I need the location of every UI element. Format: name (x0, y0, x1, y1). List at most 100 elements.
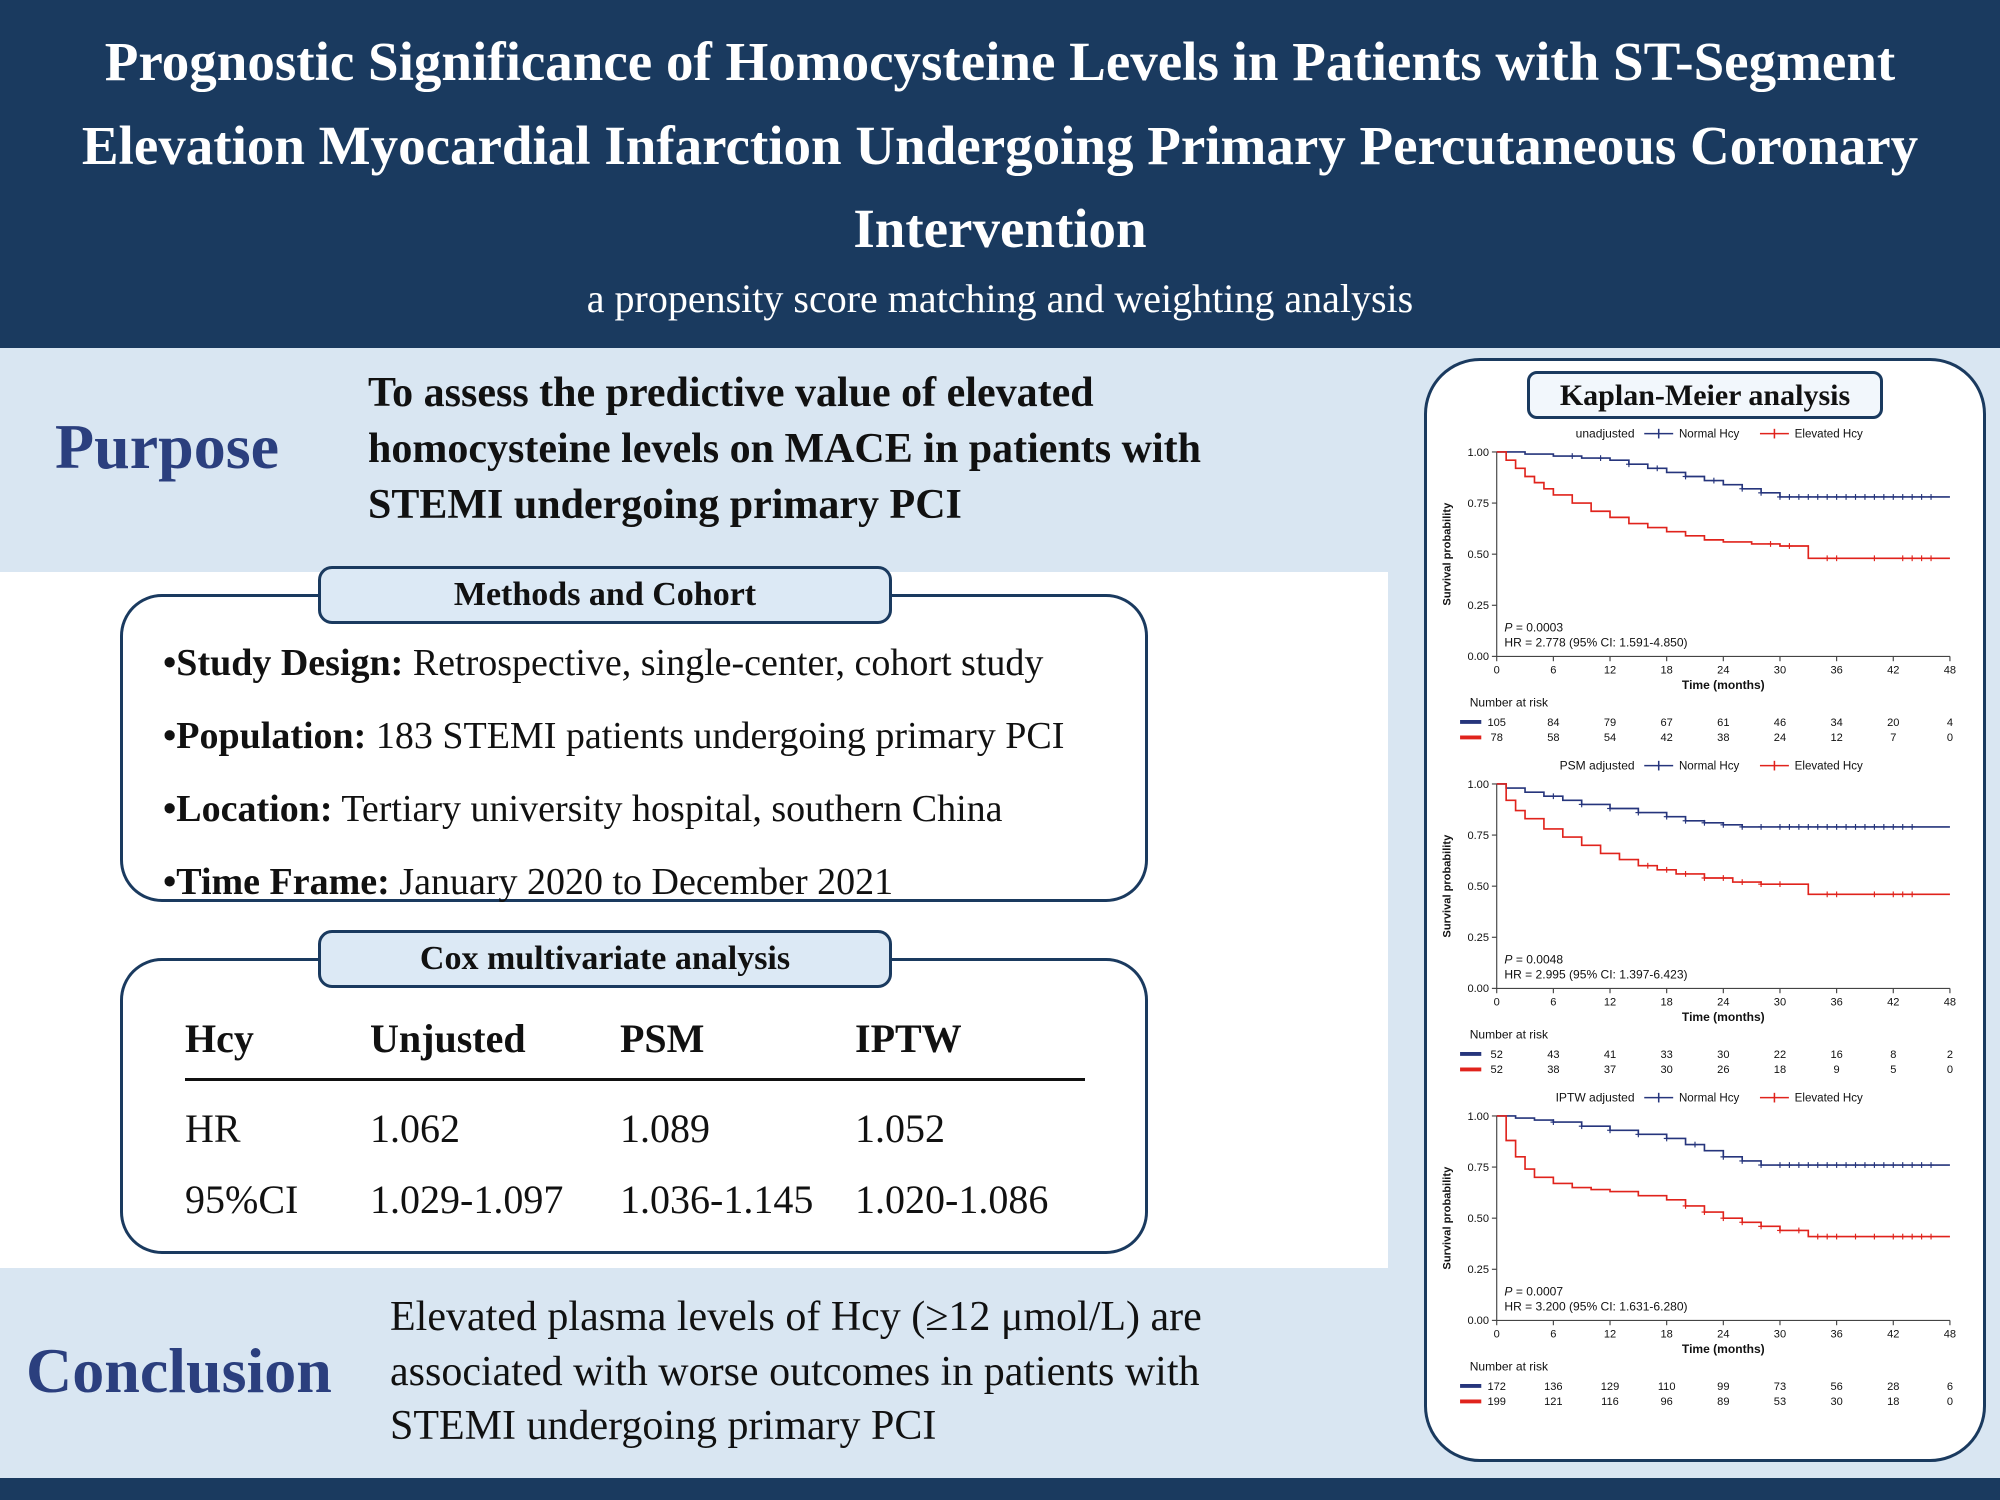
svg-text:12: 12 (1604, 665, 1616, 677)
svg-text:30: 30 (1774, 1329, 1786, 1341)
cox-cell: 1.062 (370, 1106, 460, 1151)
svg-text:12: 12 (1604, 1329, 1616, 1341)
svg-text:0: 0 (1494, 1329, 1500, 1341)
svg-text:129: 129 (1601, 1381, 1619, 1393)
svg-text:38: 38 (1547, 1064, 1559, 1076)
svg-text:0.00: 0.00 (1467, 983, 1489, 995)
svg-text:1.00: 1.00 (1467, 779, 1489, 791)
purpose-section: Purpose To assess the predictive value o… (0, 348, 1388, 572)
svg-text:116: 116 (1601, 1396, 1619, 1408)
svg-text:0: 0 (1494, 665, 1500, 677)
methods-item-text: Tertiary university hospital, southern C… (332, 788, 1003, 830)
svg-text:96: 96 (1661, 1396, 1673, 1408)
cox-cell: 95%CI (185, 1177, 299, 1222)
svg-text:18: 18 (1774, 1064, 1786, 1076)
cox-header-row: Hcy Unjusted PSM IPTW (185, 1015, 1085, 1081)
km-chart-psm-adjusted: PSM adjusted Normal Hcy Elevated Hcy 1.00 0.… (1441, 759, 1956, 1077)
svg-text:37: 37 (1604, 1064, 1616, 1076)
svg-text:52: 52 (1491, 1049, 1503, 1061)
svg-text:18: 18 (1661, 997, 1673, 1009)
cox-row-ci: 95%CI 1.029-1.097 1.036-1.145 1.020-1.08… (185, 1152, 1085, 1223)
svg-text:HR = 3.200 (95% CI: 1.631-6.28: HR = 3.200 (95% CI: 1.631-6.280) (1504, 1300, 1687, 1314)
svg-text:30: 30 (1774, 665, 1786, 677)
svg-text:28: 28 (1887, 1381, 1899, 1393)
svg-text:Normal Hcy: Normal Hcy (1679, 429, 1740, 441)
svg-text:P = 0.0003: P = 0.0003 (1504, 620, 1563, 634)
svg-text:24: 24 (1717, 997, 1729, 1009)
svg-text:53: 53 (1774, 1396, 1786, 1408)
methods-item-text: January 2020 to December 2021 (389, 861, 894, 903)
svg-text:P = 0.0007: P = 0.0007 (1504, 1284, 1563, 1298)
cox-col-header: Hcy (185, 1015, 370, 1081)
svg-text:110: 110 (1658, 1381, 1676, 1393)
svg-text:Normal Hcy: Normal Hcy (1679, 761, 1740, 773)
svg-text:36: 36 (1830, 1329, 1842, 1341)
methods-item-label: •Time Frame: (163, 861, 390, 903)
svg-text:Number at risk: Number at risk (1470, 1028, 1549, 1042)
svg-text:Elevated Hcy: Elevated Hcy (1795, 761, 1863, 773)
svg-text:P = 0.0048: P = 0.0048 (1504, 952, 1563, 966)
svg-text:HR = 2.778 (95% CI: 1.591-4.85: HR = 2.778 (95% CI: 1.591-4.850) (1504, 636, 1687, 650)
svg-text:0.50: 0.50 (1467, 1213, 1489, 1225)
svg-text:IPTW adjusted: IPTW adjusted (1556, 1091, 1635, 1105)
methods-list: •Study Design: Retrospective, single-cen… (123, 597, 1145, 904)
svg-text:5: 5 (1890, 1064, 1896, 1076)
svg-text:2: 2 (1947, 1049, 1953, 1061)
svg-text:0.50: 0.50 (1467, 549, 1489, 561)
svg-text:8: 8 (1890, 1049, 1896, 1061)
cox-cell: HR (185, 1106, 241, 1151)
svg-text:36: 36 (1830, 997, 1842, 1009)
svg-text:172: 172 (1487, 1381, 1505, 1393)
svg-text:0.75: 0.75 (1467, 1162, 1489, 1174)
cox-col-header: Unjusted (370, 1015, 620, 1081)
svg-text:6: 6 (1550, 997, 1556, 1009)
svg-text:0: 0 (1947, 1396, 1953, 1408)
svg-text:4: 4 (1947, 717, 1953, 729)
svg-text:12: 12 (1604, 997, 1616, 1009)
svg-text:30: 30 (1661, 1064, 1673, 1076)
svg-text:38: 38 (1717, 732, 1729, 744)
svg-text:42: 42 (1887, 997, 1899, 1009)
svg-text:42: 42 (1887, 1329, 1899, 1341)
conclusion-section: Conclusion Elevated plasma levels of Hcy… (0, 1268, 1388, 1478)
svg-text:6: 6 (1550, 665, 1556, 677)
cox-cell: 1.020-1.086 (855, 1177, 1049, 1222)
svg-text:56: 56 (1830, 1381, 1842, 1393)
cox-cell: 1.052 (855, 1106, 945, 1151)
svg-text:0: 0 (1947, 732, 1953, 744)
svg-text:41: 41 (1604, 1049, 1616, 1061)
methods-box-title: Methods and Cohort (318, 566, 892, 624)
svg-text:105: 105 (1487, 717, 1505, 729)
svg-text:79: 79 (1604, 717, 1616, 729)
svg-text:unadjusted: unadjusted (1576, 427, 1635, 441)
svg-text:30: 30 (1717, 1049, 1729, 1061)
methods-item-label: •Population: (163, 715, 367, 757)
svg-text:33: 33 (1661, 1049, 1673, 1061)
cox-col-header: PSM (620, 1015, 855, 1081)
svg-text:18: 18 (1661, 1329, 1673, 1341)
svg-text:42: 42 (1887, 665, 1899, 677)
km-charts-container: unadjusted Normal Hcy Elevated Hcy 1.00 0.75… (1427, 423, 1983, 1419)
purpose-text: To assess the predictive value of elevat… (368, 370, 1201, 528)
cox-box: Hcy Unjusted PSM IPTW HR 1.062 1.089 1.0… (120, 958, 1148, 1254)
methods-item-text: 183 STEMI patients undergoing primary PC… (366, 715, 1065, 757)
paper-subtitle: a propensity score matching and weightin… (586, 275, 1414, 321)
svg-text:36: 36 (1830, 665, 1842, 677)
svg-text:Number at risk: Number at risk (1470, 1360, 1549, 1374)
cox-cell: 1.089 (620, 1106, 710, 1151)
svg-text:Elevated Hcy: Elevated Hcy (1795, 429, 1863, 441)
svg-text:1.00: 1.00 (1467, 1111, 1489, 1123)
svg-text:9: 9 (1834, 1064, 1840, 1076)
svg-text:48: 48 (1944, 665, 1956, 677)
cox-cell: 1.029-1.097 (370, 1177, 564, 1222)
svg-text:46: 46 (1774, 717, 1786, 729)
svg-text:PSM adjusted: PSM adjusted (1560, 759, 1635, 773)
conclusion-heading: Conclusion (26, 1335, 332, 1406)
svg-text:42: 42 (1661, 732, 1673, 744)
svg-text:61: 61 (1717, 717, 1729, 729)
svg-text:Normal Hcy: Normal Hcy (1679, 1093, 1740, 1105)
svg-text:Time (months): Time (months) (1682, 678, 1765, 692)
svg-text:Time (months): Time (months) (1682, 1010, 1765, 1024)
km-panel: Kaplan-Meier analysis unadjusted Normal H… (1424, 358, 1986, 1462)
